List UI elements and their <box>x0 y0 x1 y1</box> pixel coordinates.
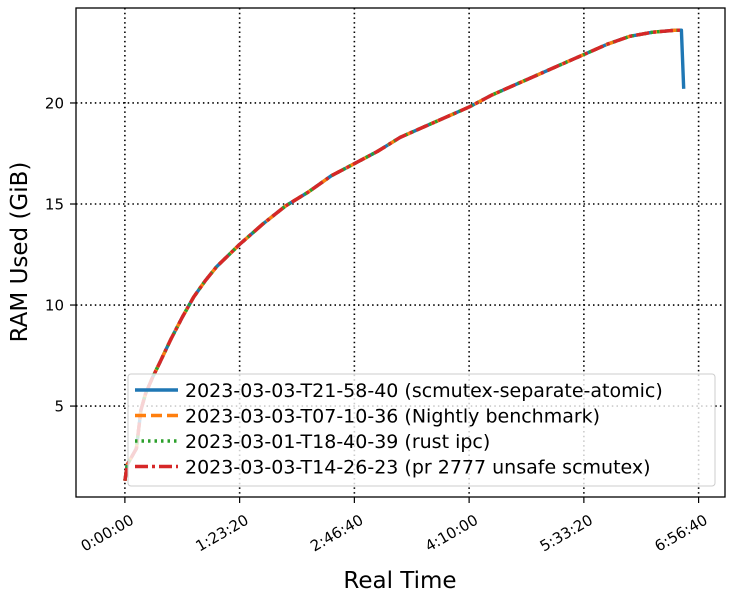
legend-label: 2023-03-03-T07-10-36 (Nightly benchmark) <box>185 406 600 428</box>
legend-label: 2023-03-03-T21-58-40 (scmutex-separate-a… <box>185 380 663 402</box>
legend: 2023-03-03-T21-58-40 (scmutex-separate-a… <box>127 373 716 487</box>
y-tick-label: 5 <box>54 398 64 416</box>
legend-label: 2023-03-01-T18-40-39 (rust ipc) <box>185 431 490 453</box>
legend-box <box>127 373 716 487</box>
y-tick-label: 10 <box>45 297 64 315</box>
x-axis-label: Real Time <box>343 568 456 594</box>
y-axis-label: RAM Used (GiB) <box>7 162 33 343</box>
y-tick-label: 15 <box>45 196 64 214</box>
y-tick-label: 20 <box>45 94 64 112</box>
plot-frame <box>75 7 726 498</box>
legend-label: 2023-03-03-T14-26-23 (pr 2777 unsafe scm… <box>185 457 651 479</box>
